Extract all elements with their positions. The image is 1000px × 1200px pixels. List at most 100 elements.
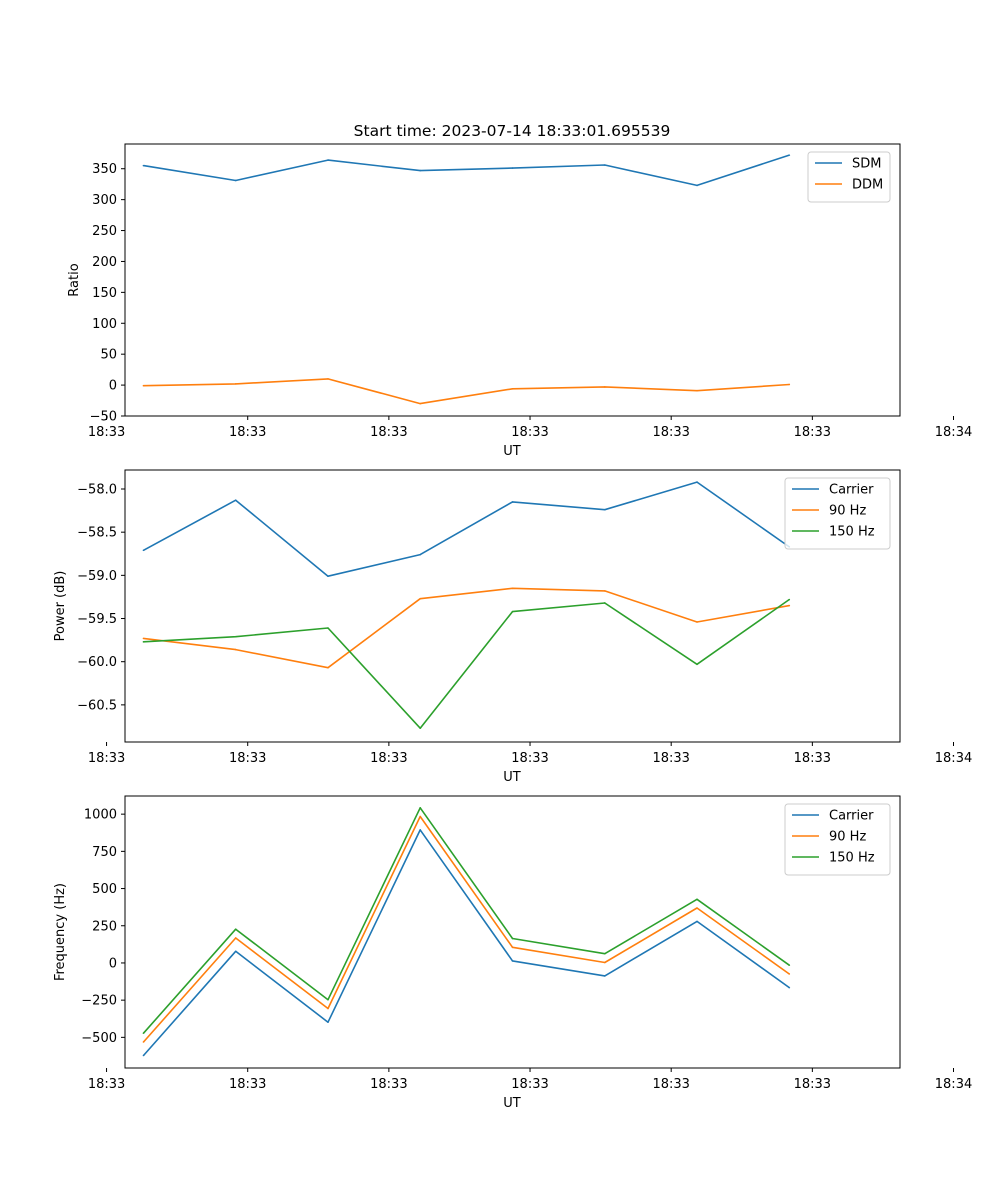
data-point	[142, 1032, 145, 1034]
data-point	[419, 597, 422, 600]
data-point	[142, 637, 145, 640]
x-tick-label: 18:33	[370, 425, 407, 440]
data-point	[603, 975, 606, 977]
legend-label: 150 Hz	[829, 851, 875, 866]
series-line-ddm	[143, 378, 790, 405]
data-point	[511, 587, 514, 590]
legend: SDM DDM	[807, 151, 891, 203]
x-tick-label: 18:34	[935, 751, 972, 766]
data-point	[327, 666, 329, 669]
series-line-carrier	[143, 481, 790, 578]
data-point	[603, 952, 606, 955]
data-point	[696, 389, 698, 392]
y-tick-label: 200	[92, 255, 117, 270]
data-point	[511, 960, 514, 962]
data-point	[234, 179, 237, 182]
series-line-150-hz	[143, 598, 790, 730]
data-point	[327, 378, 329, 380]
data-point	[603, 386, 606, 388]
data-point	[511, 501, 514, 503]
x-tick-label: 18:33	[511, 1077, 548, 1092]
data-point	[788, 154, 791, 156]
data-point	[234, 648, 237, 651]
data-point	[419, 815, 422, 818]
x-tick-label: 18:33	[229, 425, 266, 440]
legend-label: Carrier	[829, 809, 874, 824]
data-point	[788, 986, 791, 989]
data-point	[419, 169, 422, 172]
data-point	[142, 641, 145, 643]
x-tick-label: 18:33	[794, 1077, 831, 1092]
data-point	[327, 627, 329, 629]
y-tick-label: 350	[92, 162, 117, 177]
x-tick-label: 18:33	[370, 1077, 407, 1092]
y-tick-label: −58.0	[77, 482, 117, 497]
data-point	[788, 598, 791, 601]
y-tick-label: 300	[92, 193, 117, 208]
y-tick-label: 0	[109, 379, 117, 394]
series-line-carrier	[142, 829, 790, 1057]
x-tick-label: 18:33	[88, 425, 125, 440]
data-point	[788, 383, 791, 386]
y-tick-label: −500	[81, 1031, 117, 1046]
data-point	[788, 973, 791, 975]
data-point	[234, 383, 237, 385]
data-point	[696, 481, 698, 483]
data-point	[511, 388, 514, 390]
x-tick-label: 18:33	[88, 1077, 125, 1092]
data-point	[696, 920, 698, 923]
y-tick-label: −50	[90, 410, 117, 425]
y-tick-label: −250	[81, 994, 117, 1009]
y-tick-label: −60.5	[77, 698, 117, 713]
x-axis-label: UT	[503, 770, 521, 785]
y-tick-label: 50	[100, 348, 117, 363]
series-line-90-hz	[143, 587, 790, 669]
data-point	[234, 635, 237, 638]
plot-area	[125, 796, 900, 1068]
axes-frame	[124, 469, 901, 743]
y-tick-label: 100	[92, 317, 117, 332]
data-point	[142, 164, 145, 167]
x-axis-label: UT	[503, 444, 521, 459]
legend-label: SDM	[852, 157, 881, 172]
figure-title: Start time: 2023-07-14 18:33:01.695539	[354, 122, 671, 140]
x-tick-label: 18:33	[794, 751, 831, 766]
x-tick-label: 18:33	[370, 751, 407, 766]
legend-box	[807, 151, 891, 203]
series-line-90-hz	[142, 815, 790, 1043]
data-point	[603, 508, 606, 511]
data-point	[696, 907, 698, 909]
data-point	[696, 898, 698, 901]
x-tick-label: 18:33	[229, 751, 266, 766]
x-tick-label: 18:33	[88, 751, 125, 766]
y-tick-label: −59.5	[77, 612, 117, 627]
data-point	[234, 499, 237, 502]
data-point	[142, 1041, 145, 1043]
x-tick-label: 18:33	[652, 751, 689, 766]
data-point	[327, 1007, 329, 1010]
data-point	[234, 950, 237, 953]
legend-label: DDM	[852, 178, 883, 193]
data-point	[234, 928, 237, 930]
data-point	[511, 946, 514, 949]
data-point	[511, 610, 514, 613]
data-point	[696, 184, 698, 187]
x-tick-label: 18:33	[229, 1077, 266, 1092]
data-point	[603, 164, 606, 166]
y-tick-label: 250	[92, 224, 117, 239]
data-point	[696, 621, 698, 623]
y-axis-label: Power (dB)	[53, 571, 68, 642]
series-line-sdm	[143, 154, 790, 187]
data-point	[419, 829, 422, 831]
data-point	[419, 402, 422, 405]
data-point	[234, 937, 237, 939]
chart-panel-2: −60.5 −60.0 −59.5 −59.0 −58.5 −58.0 18:33 18:33…	[53, 469, 972, 785]
x-tick-label: 18:33	[652, 1077, 689, 1092]
y-tick-label: 250	[92, 919, 117, 934]
data-point	[142, 549, 145, 552]
legend: Carrier 90 Hz 150 Hz	[784, 477, 891, 550]
chart-panel-3: −500 −250 0 250 500 750 1000 18:33 18:33 18:33 18:…	[53, 795, 972, 1111]
y-axis-label: Ratio	[67, 263, 82, 296]
